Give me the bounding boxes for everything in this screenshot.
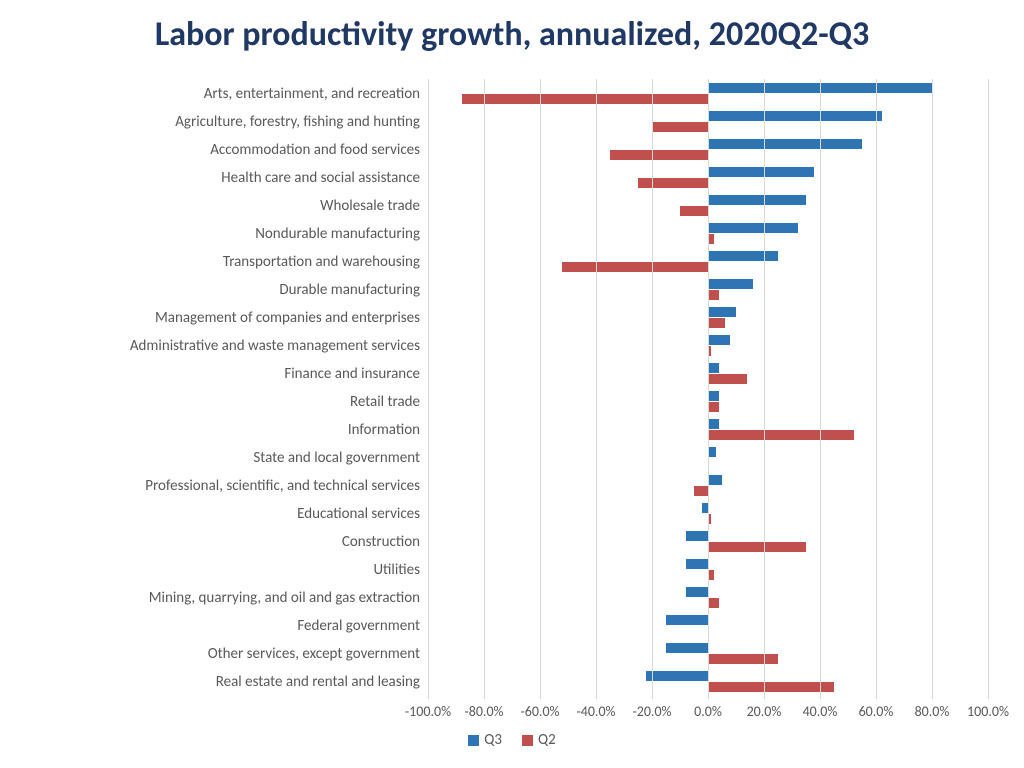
category-label: Arts, entertainment, and recreation (28, 85, 428, 103)
legend-swatch (522, 735, 533, 746)
q2-bar (708, 290, 719, 300)
grid-line (428, 79, 429, 699)
chart-title: Labor productivity growth, annualized, 2… (0, 0, 1024, 55)
category-label: State and local government (28, 449, 428, 467)
q3-bar (708, 391, 719, 401)
x-tick-label: -80.0% (464, 703, 503, 720)
q3-bar (708, 139, 862, 149)
category-label: Construction (28, 533, 428, 551)
q3-bar (666, 615, 708, 625)
q2-bar (708, 542, 806, 552)
q2-bar (708, 402, 719, 412)
q2-bar (638, 178, 708, 188)
grid-line (876, 79, 877, 699)
grid-line (988, 79, 989, 699)
x-tick-label: 60.0% (859, 703, 894, 720)
x-tick-label: -20.0% (632, 703, 671, 720)
q3-bar (686, 531, 708, 541)
grid-line (764, 79, 765, 699)
legend-label: Q2 (538, 731, 556, 749)
category-label: Retail trade (28, 393, 428, 411)
x-tick-label: 0.0% (694, 703, 722, 720)
grid-line (708, 79, 709, 699)
q2-bar (652, 122, 708, 132)
q2-bar (708, 654, 778, 664)
x-axis-ticks: -100.0%-80.0%-60.0%-40.0%-20.0%0.0%20.0%… (428, 699, 988, 721)
q3-bar (708, 475, 722, 485)
q3-bar (708, 111, 882, 121)
q3-bar (708, 335, 730, 345)
category-label: Transportation and warehousing (28, 253, 428, 271)
legend-item: Q2 (522, 731, 556, 749)
category-label: Administrative and waste management serv… (28, 337, 428, 355)
q2-bar (708, 682, 834, 692)
q3-bar (708, 251, 778, 261)
category-label: Real estate and rental and leasing (28, 673, 428, 691)
plot-area: Arts, entertainment, and recreationAgric… (428, 79, 988, 699)
category-label: Accommodation and food services (28, 141, 428, 159)
category-label: Educational services (28, 505, 428, 523)
q3-bar (708, 223, 798, 233)
legend-swatch (468, 735, 479, 746)
grid-line (652, 79, 653, 699)
q3-bar (708, 447, 716, 457)
q2-bar (708, 318, 725, 328)
category-label: Information (28, 421, 428, 439)
x-tick-label: 80.0% (915, 703, 950, 720)
x-tick-label: -100.0% (405, 703, 451, 720)
q2-bar (610, 150, 708, 160)
x-tick-label: -60.0% (520, 703, 559, 720)
q2-bar (708, 598, 719, 608)
q2-bar (680, 206, 708, 216)
grid-line (596, 79, 597, 699)
x-tick-label: -40.0% (576, 703, 615, 720)
q3-bar (708, 363, 719, 373)
q3-bar (708, 167, 814, 177)
q3-bar (708, 307, 736, 317)
category-label: Nondurable manufacturing (28, 225, 428, 243)
q3-bar (708, 279, 753, 289)
grid-line (932, 79, 933, 699)
category-label: Professional, scientific, and technical … (28, 477, 428, 495)
chart-container: Arts, entertainment, and recreation Agric… (28, 79, 996, 751)
q2-bar (462, 94, 708, 104)
category-label: Other services, except government (28, 645, 428, 663)
category-label: Mining, quarrying, and oil and gas extra… (28, 589, 428, 607)
grid-line (820, 79, 821, 699)
x-tick-label: 100.0% (967, 703, 1009, 720)
category-label: Utilities (28, 561, 428, 579)
category-label: Agriculture, forestry, fishing and hunti… (28, 113, 428, 131)
q3-bar (686, 559, 708, 569)
legend-label: Q3 (484, 731, 502, 749)
q3-bar (708, 195, 806, 205)
legend-item: Q3 (468, 731, 502, 749)
q2-bar (708, 374, 747, 384)
category-label: Durable manufacturing (28, 281, 428, 299)
x-tick-label: 20.0% (747, 703, 782, 720)
q2-bar (694, 486, 708, 496)
category-label: Wholesale trade (28, 197, 428, 215)
q3-bar (708, 419, 719, 429)
legend: Q3 Q2 (28, 731, 996, 751)
category-label: Management of companies and enterprises (28, 309, 428, 327)
q3-bar (686, 587, 708, 597)
grid-line (484, 79, 485, 699)
q3-bar (646, 671, 708, 681)
q2-bar (562, 262, 708, 272)
grid-line (540, 79, 541, 699)
category-label: Finance and insurance (28, 365, 428, 383)
q2-bar (708, 430, 854, 440)
category-label: Health care and social assistance (28, 169, 428, 187)
category-label: Federal government (28, 617, 428, 635)
x-tick-label: 40.0% (803, 703, 838, 720)
q3-bar (666, 643, 708, 653)
